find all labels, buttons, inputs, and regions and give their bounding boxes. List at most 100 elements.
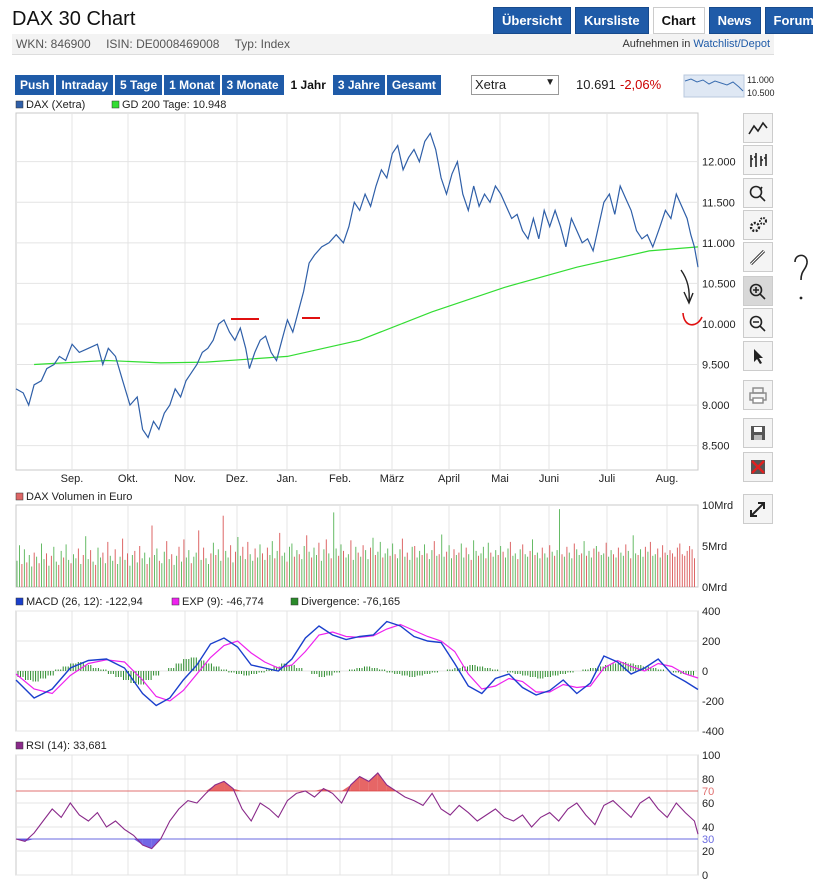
rsi-y-tick: 40 — [702, 822, 714, 834]
rsi-y-tick: 70 — [702, 786, 714, 798]
rsi-y-tick: 100 — [702, 750, 720, 762]
page-title: DAX 30 Chart — [12, 8, 136, 30]
macd-y-tick: 400 — [702, 606, 720, 618]
rsi-overbought-fill — [350, 776, 360, 791]
period-1-jahr[interactable]: 1 Jahr — [285, 75, 331, 95]
zoom-search-icon — [749, 185, 766, 202]
watchlist-prefix: Aufnehmen in — [622, 38, 694, 50]
print-button[interactable] — [743, 380, 773, 410]
macd-y-tick: -400 — [702, 726, 724, 738]
rsi-line — [15, 772, 699, 850]
nav-chart[interactable]: Chart — [652, 7, 705, 34]
legend-macd-swatch — [15, 597, 24, 606]
price-panel — [15, 112, 699, 471]
rsi-overbought-fill — [368, 773, 378, 791]
price-y-tick: 8.500 — [702, 441, 730, 453]
price-y-tick: 11.500 — [702, 197, 735, 209]
nav-uebersicht[interactable]: Übersicht — [493, 7, 571, 34]
nav-kursliste[interactable]: Kursliste — [574, 7, 649, 34]
mini-chart[interactable]: 11.000 10.500 — [683, 73, 778, 99]
zoom-out-button[interactable] — [743, 308, 773, 338]
volume-panel — [15, 504, 699, 588]
watchlist-link[interactable]: Watchlist/Depot — [693, 38, 770, 50]
mini-chart-line — [684, 78, 744, 92]
nav-forum[interactable]: Forum — [764, 7, 813, 34]
ruler-icon — [749, 249, 766, 266]
mini-chart-label-low: 10.500 — [747, 88, 775, 98]
period-3-monate[interactable]: 3 Monate — [221, 75, 284, 95]
legend-dax: DAX (Xetra) — [26, 99, 85, 111]
rsi-overbought-fill — [233, 788, 243, 791]
line-chart-button[interactable] — [743, 113, 773, 143]
zoom-search-button[interactable] — [743, 178, 773, 208]
legend-gd200: GD 200 Tage: 10.948 — [122, 99, 226, 111]
zoom-in-button[interactable] — [743, 276, 773, 306]
exchange-select[interactable]: Xetra ▼ — [471, 75, 559, 95]
price-x-tick: Sep. — [61, 473, 84, 485]
period-1-monat[interactable]: 1 Monat — [164, 75, 220, 95]
pointer-icon — [754, 349, 763, 364]
rsi-y-tick: 60 — [702, 798, 714, 810]
rsi-y-tick: 30 — [702, 834, 714, 846]
price-y-tick: 10.500 — [702, 278, 736, 290]
rsi-overbought-fill — [377, 773, 387, 791]
nav-news[interactable]: News — [708, 7, 761, 34]
settings-icon — [749, 217, 767, 233]
ruler-button[interactable] — [743, 242, 773, 272]
arrow-annotation — [680, 269, 694, 305]
price-x-tick: April — [438, 473, 460, 485]
period-push[interactable]: Push — [15, 75, 55, 95]
price-y-tick: 10.000 — [702, 319, 736, 331]
period-5-tage[interactable]: 5 Tage — [115, 75, 163, 95]
volume-y-tick: 0Mrd — [702, 582, 727, 594]
mini-chart-label-high: 11.000 — [747, 75, 774, 85]
fullscreen-icon — [750, 502, 765, 517]
ohlc-chart-button[interactable] — [743, 145, 773, 175]
period-intraday[interactable]: Intraday — [56, 75, 114, 95]
price-x-tick: Aug. — [656, 473, 679, 485]
question-mark-annotation — [794, 254, 808, 300]
macd-y-tick: 200 — [702, 636, 720, 648]
price-x-tick: März — [380, 473, 404, 485]
line-chart-icon — [748, 121, 768, 135]
fullscreen-button[interactable] — [743, 494, 773, 524]
rsi-y-tick: 20 — [702, 846, 714, 858]
price-x-tick: Nov. — [174, 473, 196, 485]
price-x-tick: Mai — [491, 473, 509, 485]
rsi-oversold-fill — [142, 839, 152, 849]
pointer-button[interactable] — [743, 341, 773, 371]
print-icon — [749, 387, 767, 404]
period-gesamt[interactable]: Gesamt — [386, 75, 441, 95]
price-x-tick: Okt. — [118, 473, 138, 485]
save-button[interactable] — [743, 418, 773, 448]
period-3-jahre[interactable]: 3 Jahre — [332, 75, 385, 95]
price-x-tick: Juni — [539, 473, 559, 485]
legend-divergence: Divergence: -76,165 — [301, 596, 400, 608]
price-value: 10.691 — [576, 77, 616, 92]
gd200-line — [34, 246, 699, 366]
wkn-label: WKN: 846900 — [16, 37, 91, 51]
legend-rsi: RSI (14): 33,681 — [26, 740, 107, 752]
dax-line — [15, 131, 699, 439]
legend-volume: DAX Volumen in Euro — [26, 491, 132, 503]
exp-line — [15, 623, 699, 702]
legend-volume-swatch — [15, 492, 24, 501]
chart-canvas[interactable]: 12.000 11.500 11.000 10.500 10.000 9.500 9.000… — [0, 95, 740, 892]
legend-exp-swatch — [171, 597, 180, 606]
zoom-in-icon — [749, 283, 766, 300]
rsi-panel — [15, 754, 699, 876]
change-value: -2,06% — [620, 77, 662, 92]
settings-button[interactable] — [743, 210, 773, 240]
period-tabs: Push Intraday 5 Tage 1 Monat 3 Monate 1 … — [15, 75, 441, 95]
rsi-overbought-fill — [214, 781, 225, 791]
macd-line — [15, 620, 699, 707]
delete-button[interactable] — [743, 452, 773, 482]
rsi-y-tick: 0 — [702, 870, 708, 882]
legend-dax-swatch — [15, 100, 24, 109]
price-x-tick: Dez. — [226, 473, 249, 485]
isin-label: ISIN: DE0008469008 — [106, 37, 220, 51]
rsi-overbought-fill — [205, 785, 215, 791]
volume-y-tick: 10Mrd — [702, 500, 733, 512]
meta-bar: WKN: 846900 ISIN: DE0008469008 Typ: Inde… — [12, 34, 774, 55]
legend-exp: EXP (9): -46,774 — [182, 596, 264, 608]
